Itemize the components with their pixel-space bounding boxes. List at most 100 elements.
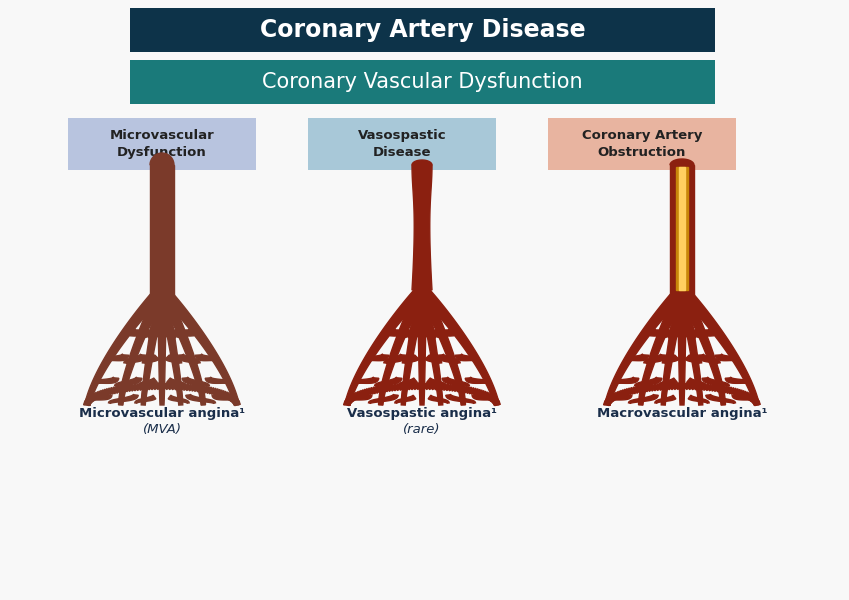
Polygon shape xyxy=(167,378,186,386)
Polygon shape xyxy=(486,392,489,399)
Polygon shape xyxy=(702,377,729,386)
Polygon shape xyxy=(658,378,678,386)
Polygon shape xyxy=(84,403,91,405)
Polygon shape xyxy=(752,398,757,403)
Polygon shape xyxy=(172,383,176,390)
Polygon shape xyxy=(672,383,675,390)
Polygon shape xyxy=(471,388,475,394)
Polygon shape xyxy=(103,390,106,397)
Polygon shape xyxy=(121,386,124,392)
Polygon shape xyxy=(155,383,158,389)
Polygon shape xyxy=(464,386,468,393)
Polygon shape xyxy=(115,386,119,394)
Polygon shape xyxy=(85,286,166,406)
Polygon shape xyxy=(233,399,239,403)
Polygon shape xyxy=(205,377,229,383)
Polygon shape xyxy=(474,388,477,395)
Polygon shape xyxy=(418,383,420,389)
Polygon shape xyxy=(745,392,748,398)
Polygon shape xyxy=(178,383,182,390)
Polygon shape xyxy=(233,398,238,403)
Polygon shape xyxy=(108,354,129,361)
Polygon shape xyxy=(628,354,649,361)
Polygon shape xyxy=(389,385,391,391)
Polygon shape xyxy=(640,386,644,392)
Polygon shape xyxy=(398,378,417,386)
Polygon shape xyxy=(137,329,155,338)
Polygon shape xyxy=(638,287,687,405)
Polygon shape xyxy=(359,391,363,398)
Polygon shape xyxy=(183,383,187,391)
Polygon shape xyxy=(487,393,491,400)
Polygon shape xyxy=(732,394,758,400)
Text: Coronary Vascular Dysfunction: Coronary Vascular Dysfunction xyxy=(262,72,582,92)
Polygon shape xyxy=(361,391,364,397)
Polygon shape xyxy=(753,399,758,403)
FancyBboxPatch shape xyxy=(548,118,736,170)
Polygon shape xyxy=(200,385,203,392)
Polygon shape xyxy=(233,403,240,404)
Polygon shape xyxy=(426,383,430,389)
Polygon shape xyxy=(143,383,146,390)
Polygon shape xyxy=(604,403,610,405)
Polygon shape xyxy=(412,160,432,165)
Polygon shape xyxy=(449,384,453,391)
Polygon shape xyxy=(195,354,216,361)
Polygon shape xyxy=(681,383,683,389)
Polygon shape xyxy=(725,386,728,393)
Polygon shape xyxy=(715,385,718,391)
Polygon shape xyxy=(363,390,366,397)
Polygon shape xyxy=(169,383,172,389)
Polygon shape xyxy=(631,388,634,394)
Polygon shape xyxy=(106,389,110,395)
Polygon shape xyxy=(222,391,227,398)
Polygon shape xyxy=(422,330,436,338)
Polygon shape xyxy=(743,391,746,398)
Polygon shape xyxy=(417,287,465,405)
Polygon shape xyxy=(670,159,694,165)
Polygon shape xyxy=(221,391,225,397)
Polygon shape xyxy=(346,398,351,403)
Polygon shape xyxy=(629,388,632,395)
Polygon shape xyxy=(720,385,723,392)
Polygon shape xyxy=(346,394,372,400)
Text: Vasospastic angina¹: Vasospastic angina¹ xyxy=(347,407,497,419)
Polygon shape xyxy=(386,329,402,336)
FancyBboxPatch shape xyxy=(130,8,715,52)
Polygon shape xyxy=(230,395,234,401)
Polygon shape xyxy=(126,385,129,392)
Polygon shape xyxy=(687,378,706,386)
Polygon shape xyxy=(170,329,188,338)
Polygon shape xyxy=(739,390,743,397)
Polygon shape xyxy=(697,354,720,364)
Polygon shape xyxy=(748,394,752,400)
Polygon shape xyxy=(98,391,102,398)
Polygon shape xyxy=(211,388,215,394)
Polygon shape xyxy=(725,377,749,383)
Polygon shape xyxy=(444,383,447,391)
Polygon shape xyxy=(124,354,147,364)
Polygon shape xyxy=(604,402,610,405)
Polygon shape xyxy=(84,402,91,405)
Polygon shape xyxy=(85,400,91,404)
Polygon shape xyxy=(655,395,676,403)
Polygon shape xyxy=(357,392,361,398)
Polygon shape xyxy=(118,386,121,393)
Text: Coronary Artery Disease: Coronary Artery Disease xyxy=(260,18,585,42)
Polygon shape xyxy=(604,286,686,406)
Polygon shape xyxy=(100,391,104,397)
Polygon shape xyxy=(611,395,615,401)
Polygon shape xyxy=(111,388,115,394)
Polygon shape xyxy=(463,386,465,392)
Polygon shape xyxy=(402,355,419,363)
Polygon shape xyxy=(229,395,233,401)
Polygon shape xyxy=(368,354,389,361)
Polygon shape xyxy=(634,377,662,386)
Polygon shape xyxy=(678,287,725,405)
Polygon shape xyxy=(751,397,756,402)
Polygon shape xyxy=(488,394,492,400)
Polygon shape xyxy=(88,396,93,402)
Polygon shape xyxy=(157,287,205,405)
Polygon shape xyxy=(141,289,166,405)
Polygon shape xyxy=(741,391,745,397)
